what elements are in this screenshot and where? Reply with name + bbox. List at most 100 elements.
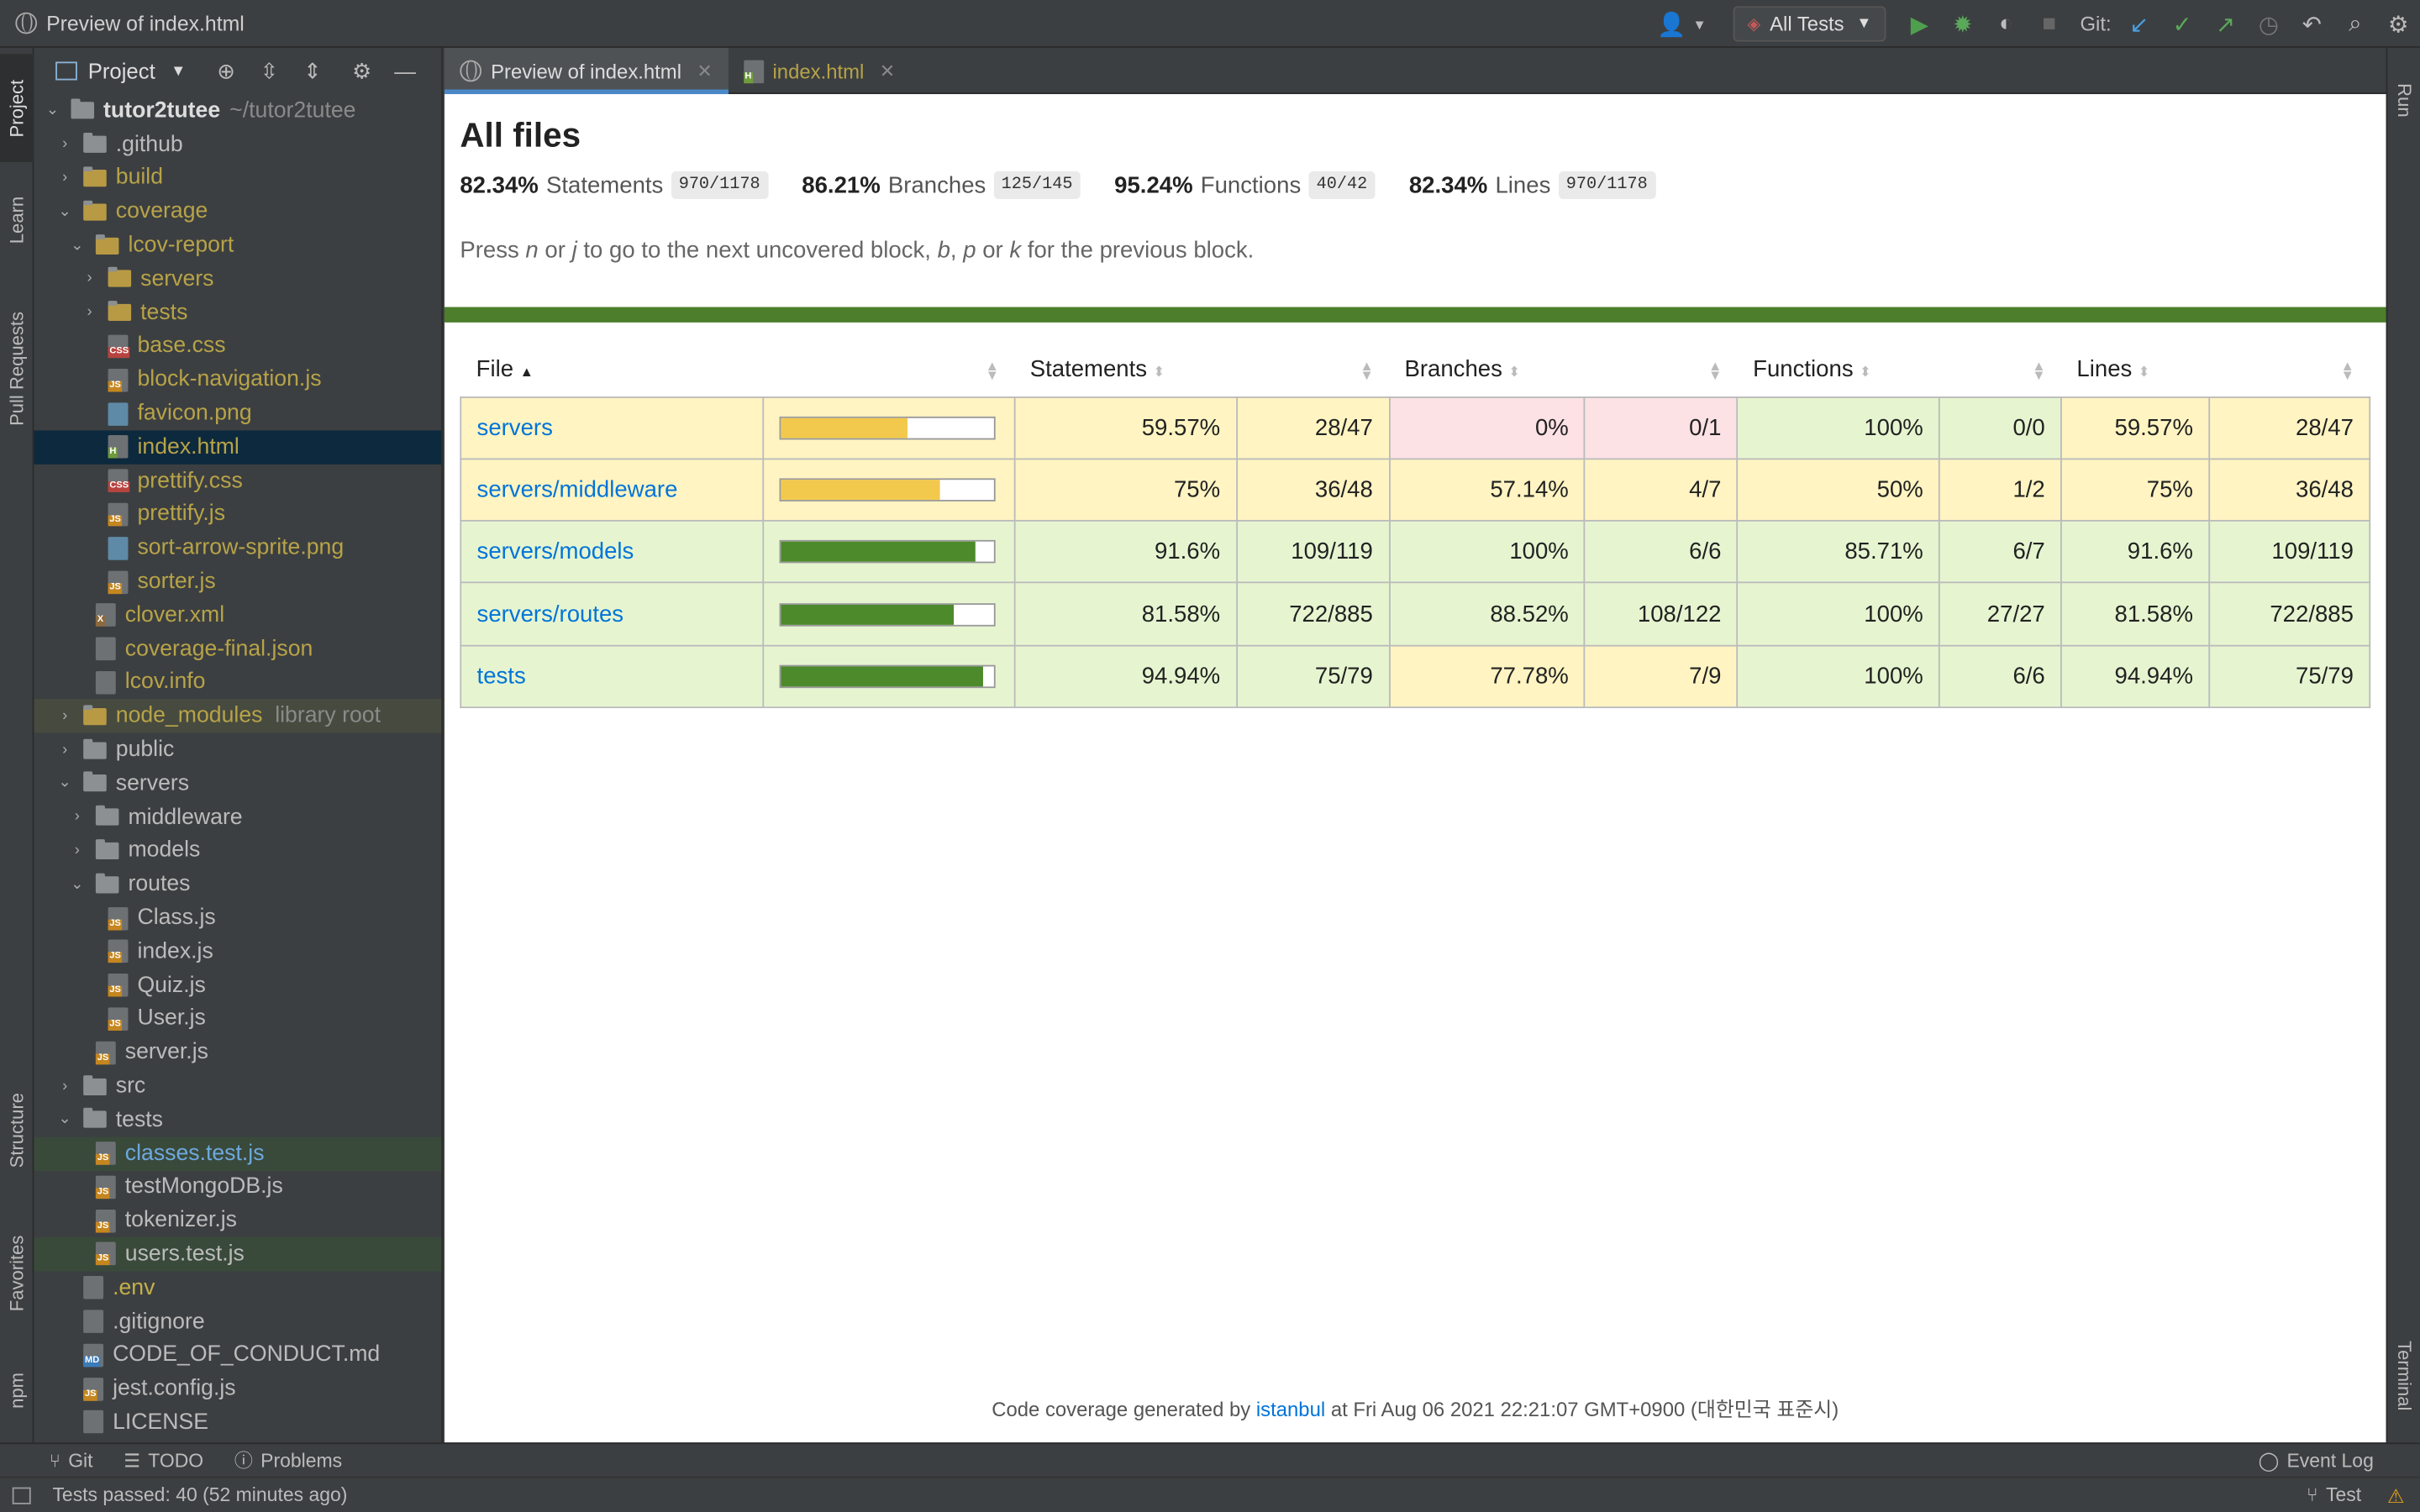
tree-item[interactable]: JS server.js (34, 1036, 441, 1069)
git-update-icon[interactable]: ↙ (2129, 11, 2149, 38)
tree-item[interactable]: coverage-final.json (34, 633, 441, 666)
gear-icon[interactable]: ⚙ (352, 57, 372, 83)
git-push-icon[interactable]: ↗ (2215, 11, 2236, 38)
chevron-right-icon[interactable]: › (62, 707, 68, 725)
tree-item[interactable]: lcov.info (34, 666, 441, 700)
debug-icon[interactable]: ✹ (1953, 11, 1973, 38)
tree-item[interactable]: JS User.js (34, 1002, 441, 1036)
tree-root[interactable]: ⌄ tutor2tutee ~/tutor2tutee (34, 94, 441, 128)
tree-item[interactable]: favicon.png (34, 396, 441, 430)
sort-icon[interactable]: ▲ ▼ (1360, 358, 1374, 383)
tree-item[interactable]: JS index.js (34, 935, 441, 969)
tree-item[interactable]: JS sorter.js (34, 565, 441, 599)
chevron-right-icon[interactable]: › (62, 135, 68, 154)
tab-learn[interactable]: Learn (0, 177, 34, 264)
tree-item[interactable]: JS testMongoDB.js (34, 1170, 441, 1204)
tree-item[interactable]: › servers (34, 262, 441, 296)
tab-project[interactable]: Project (0, 54, 34, 162)
sort-icon[interactable]: ▲ ▼ (2340, 358, 2354, 383)
sort-icon[interactable]: ▲ ▼ (2032, 358, 2046, 383)
tree-item[interactable]: JS classes.test.js (34, 1137, 442, 1171)
chevron-down-icon[interactable]: ▼ (1692, 16, 1707, 32)
rollback-icon[interactable]: ↶ (2302, 11, 2322, 38)
column-header-branches[interactable]: Branches ⬍ ▲ ▼ (1389, 344, 1738, 396)
close-icon[interactable]: ✕ (697, 60, 713, 82)
search-icon[interactable]: ⌕ (2349, 10, 2362, 38)
tree-item[interactable]: MD CODE_OF_CONDUCT.md (34, 1338, 441, 1372)
tool-git[interactable]: ⑂ Git (50, 1450, 93, 1472)
tree-item[interactable]: ⌄ lcov-report (34, 228, 441, 262)
tab-favorites[interactable]: Favorites (0, 1214, 34, 1331)
tree-item[interactable]: › node_modules library root (34, 699, 442, 733)
tree-item[interactable]: JS jest.config.js (34, 1372, 441, 1405)
tree-item[interactable]: .gitignore (34, 1305, 441, 1338)
chevron-right-icon[interactable]: › (62, 170, 68, 187)
tree-item[interactable]: › build (34, 161, 441, 195)
user-icon[interactable]: 👤 (1657, 11, 1686, 38)
chevron-down-icon[interactable]: ⌄ (45, 102, 60, 120)
history-icon[interactable]: ◷ (2258, 11, 2279, 38)
tree-item[interactable]: JS tokenizer.js (34, 1204, 441, 1237)
tree-item[interactable]: ⌄ routes (34, 868, 441, 901)
locate-icon[interactable]: ⊕ (217, 57, 235, 83)
file-link[interactable]: servers/routes (476, 601, 624, 627)
tree-item[interactable]: ⌄ servers (34, 767, 441, 801)
chevron-right-icon[interactable]: › (62, 1077, 68, 1095)
chevron-down-icon[interactable]: ⌄ (71, 237, 84, 255)
notification-warning-icon[interactable]: ⚠ (2386, 1484, 2405, 1507)
tree-item[interactable]: › src (34, 1069, 441, 1103)
tree-item[interactable]: ⌄ coverage (34, 195, 441, 228)
sort-icon[interactable]: ⬍ (2138, 364, 2150, 381)
column-header-functions[interactable]: Functions ⬍ ▲ ▼ (1738, 344, 2061, 396)
stop-icon[interactable]: ■ (2042, 10, 2057, 38)
tree-item[interactable]: JS Class.js (34, 901, 441, 935)
tab-run[interactable]: Run (2387, 60, 2420, 141)
tree-item[interactable]: JS Quiz.js (34, 969, 441, 1002)
collapse-all-icon[interactable]: ⇕ (303, 57, 322, 83)
chevron-right-icon[interactable]: › (87, 270, 92, 288)
coverage-icon[interactable]: ◐ (1998, 10, 2013, 38)
tab-pull-requests[interactable]: Pull Requests (0, 291, 34, 446)
tree-item[interactable]: › middleware (34, 801, 441, 834)
hide-icon[interactable]: — (394, 58, 416, 84)
tab-preview-index-html[interactable]: Preview of index.html ✕ (444, 47, 729, 95)
status-branch[interactable]: Test (2326, 1483, 2362, 1506)
expand-all-icon[interactable]: ⇳ (260, 57, 279, 83)
close-icon[interactable]: ✕ (879, 60, 896, 82)
tool-event-log[interactable]: ◯ Event Log (2259, 1450, 2374, 1472)
tab-index-html[interactable]: H index.html ✕ (728, 48, 910, 94)
project-panel-title[interactable]: Project (87, 58, 155, 84)
tree-item[interactable]: › models (34, 834, 441, 868)
tree-item[interactable]: CSS base.css (34, 329, 441, 363)
chevron-down-icon[interactable]: ⌄ (58, 774, 71, 792)
tree-item[interactable]: LICENSE (34, 1405, 441, 1439)
tree-item[interactable]: JS prettify.js (34, 497, 441, 531)
chevron-right-icon[interactable]: › (62, 741, 68, 759)
chevron-right-icon[interactable]: › (87, 304, 92, 322)
column-header-lines[interactable]: Lines ⬍ ▲ ▼ (2061, 344, 2370, 396)
tab-npm[interactable]: npm (0, 1353, 34, 1427)
tree-item[interactable]: sort-arrow-sprite.png (34, 531, 441, 564)
tree-item[interactable]: JS block-navigation.js (34, 363, 441, 396)
status-message[interactable]: Tests passed: 40 (52 minutes ago) (52, 1483, 348, 1506)
tree-item[interactable]: .env (34, 1271, 441, 1305)
sort-icon[interactable]: ▲ ▼ (1708, 358, 1723, 383)
tool-todo[interactable]: ☰ TODO (124, 1450, 203, 1472)
chevron-right-icon[interactable]: › (74, 808, 80, 826)
panel-toggle-icon[interactable] (12, 1486, 31, 1504)
column-header-statements[interactable]: Statements ⬍ ▲ ▼ (1014, 344, 1389, 396)
sort-icon[interactable]: ▲ ▼ (985, 358, 999, 383)
istanbul-link[interactable]: istanbul (1255, 1398, 1326, 1421)
tree-item[interactable]: CSS prettify.css (34, 464, 441, 497)
chevron-right-icon[interactable]: › (74, 842, 80, 859)
git-commit-icon[interactable]: ✓ (2172, 11, 2192, 38)
tree-item[interactable]: › tests (34, 296, 441, 329)
chevron-down-icon[interactable]: ▼ (171, 62, 187, 80)
sort-icon[interactable]: ⬍ (1508, 364, 1521, 381)
file-link[interactable]: servers/models (476, 538, 634, 565)
tab-structure[interactable]: Structure (0, 1073, 34, 1190)
sort-icon[interactable]: ⬍ (1153, 364, 1165, 381)
sort-icon[interactable]: ⬍ (1859, 364, 1871, 381)
